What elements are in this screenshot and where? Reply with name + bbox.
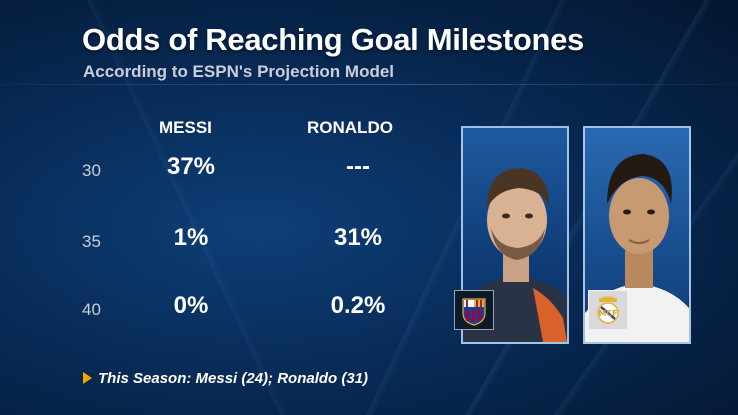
cell-messi-30: 37% <box>166 153 216 180</box>
cell-messi-40: 0% <box>173 292 209 319</box>
player-photo-messi <box>461 126 569 344</box>
row-label-35: 35 <box>82 232 101 251</box>
row-label-40: 40 <box>82 300 101 319</box>
page-subtitle: According to ESPN's Projection Model <box>83 62 395 81</box>
cell-messi-35: 1% <box>173 224 209 251</box>
header-divider <box>0 84 738 85</box>
row-label-30: 30 <box>82 161 101 180</box>
real-madrid-crest-icon: MCF <box>588 290 628 330</box>
svg-text:MCF: MCF <box>598 309 617 318</box>
season-footnote-text: This Season: Messi (24); Ronaldo (31) <box>98 370 369 387</box>
column-header-ronaldo: RONALDO <box>307 118 393 137</box>
page-title: Odds of Reaching Goal Milestones <box>82 22 584 57</box>
column-header-messi: MESSI <box>159 118 212 137</box>
season-footnote: This Season: Messi (24); Ronaldo (31) <box>83 370 368 387</box>
play-arrow-icon <box>83 372 92 384</box>
cell-ronaldo-30: --- <box>346 153 370 180</box>
cell-ronaldo-35: 31% <box>333 224 383 251</box>
fc-barcelona-crest-icon <box>454 290 494 330</box>
cell-ronaldo-40: 0.2% <box>330 292 386 319</box>
